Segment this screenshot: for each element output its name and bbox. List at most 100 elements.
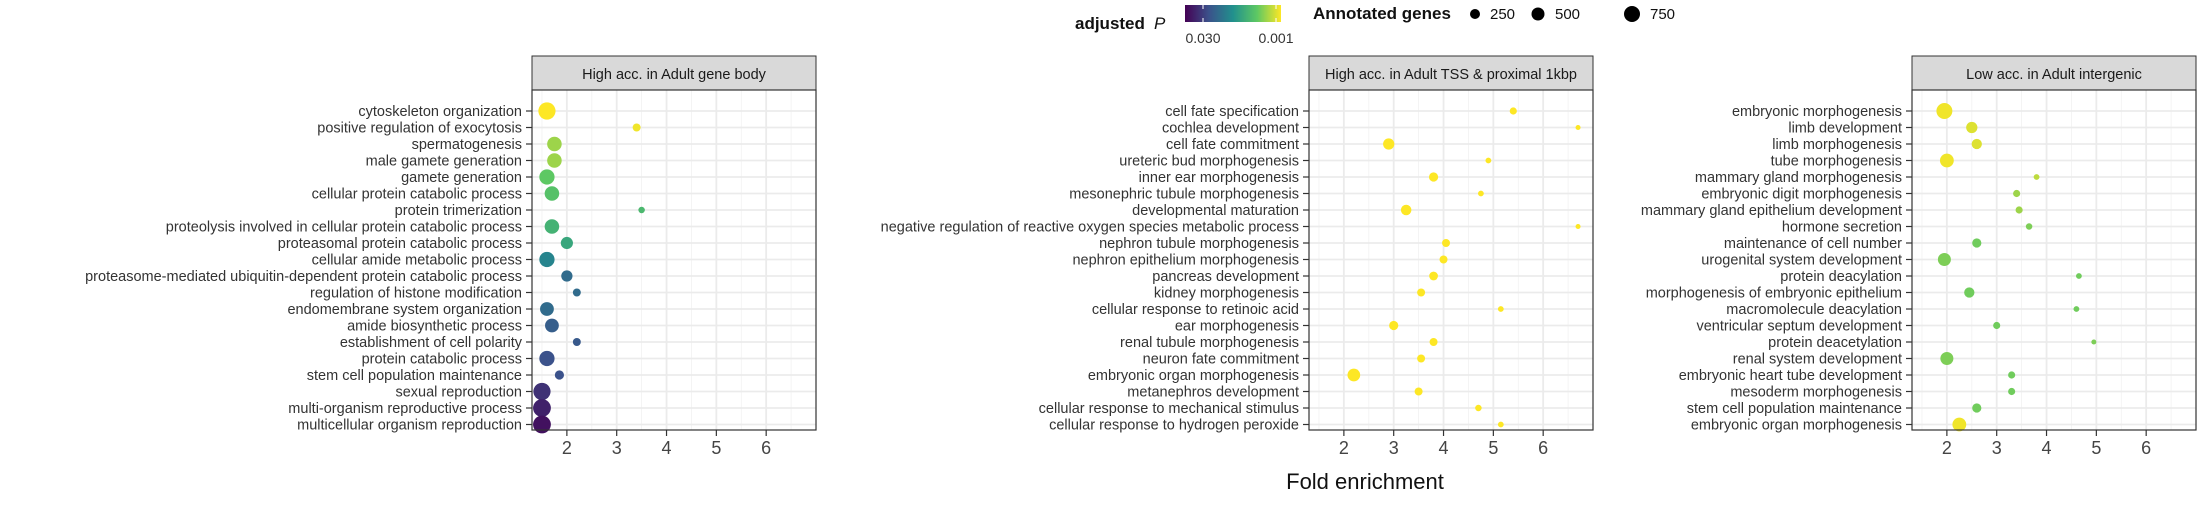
y-tick-label: proteolysis involved in cellular protein… xyxy=(166,220,522,236)
x-tick-label: 3 xyxy=(612,438,622,458)
y-tick-label: embryonic organ morphogenesis xyxy=(1691,418,1902,434)
y-tick-label: negative regulation of reactive oxygen s… xyxy=(881,220,1299,236)
size-legend-dot-3 xyxy=(1624,6,1640,22)
y-tick-label: cytoskeleton organization xyxy=(358,104,522,120)
size-legend-dot-2 xyxy=(1531,7,1545,21)
data-point-3-14 xyxy=(1993,321,2001,330)
size-legend-label-2: 500 xyxy=(1555,6,1580,23)
y-tick-label: proteasomal protein catabolic process xyxy=(278,236,522,252)
y-tick-label: protein catabolic process xyxy=(362,352,522,368)
data-point-3-16 xyxy=(1940,351,1954,366)
data-point-1-17 xyxy=(554,370,565,380)
y-tick-label: embryonic digit morphogenesis xyxy=(1701,187,1902,203)
data-point-3-9 xyxy=(1972,238,1982,248)
data-point-1-20 xyxy=(533,415,551,434)
x-tick-label: 4 xyxy=(662,438,672,458)
y-tick-label: sexual reproduction xyxy=(395,385,522,401)
y-tick-label: protein trimerization xyxy=(395,203,522,219)
y-tick-label: proteasome-mediated ubiquitin-dependent … xyxy=(85,269,522,285)
data-point-2-15 xyxy=(1429,338,1438,346)
y-tick-label: embryonic morphogenesis xyxy=(1732,104,1902,120)
y-tick-label: pancreas development xyxy=(1152,269,1299,285)
y-tick-label: cellular amide metabolic process xyxy=(312,253,522,269)
data-point-2-7 xyxy=(1400,204,1412,216)
y-tick-label: cellular response to mechanical stimulus xyxy=(1039,401,1299,417)
x-tick-label: 3 xyxy=(1992,438,2002,458)
data-point-3-12 xyxy=(1964,287,1975,298)
panel-border-3 xyxy=(1911,89,2197,431)
color-legend: adjusted P 0.030 0.001 xyxy=(1075,5,1294,46)
data-point-3-11 xyxy=(2076,273,2082,279)
y-tick-label: embryonic heart tube development xyxy=(1679,368,1902,384)
data-point-3-7 xyxy=(2015,206,2023,214)
color-legend-bar xyxy=(1185,5,1281,22)
facet-panels: High acc. in Adult gene body cytoskeleton… xyxy=(85,55,2197,458)
data-point-1-8 xyxy=(544,219,560,234)
data-point-2-17 xyxy=(1347,368,1361,382)
y-tick-label: renal system development xyxy=(1733,352,1902,368)
data-point-3-5 xyxy=(2033,174,2040,180)
facet-panel-3: Low acc. in Adult intergenic embryonic mo… xyxy=(1641,55,2197,458)
x-tick-label: 6 xyxy=(761,438,771,458)
y-tick-label: ventricular septum development xyxy=(1696,319,1902,335)
data-point-2-1 xyxy=(1509,107,1517,115)
facet-title-3: Low acc. in Adult intergenic xyxy=(1966,67,2142,83)
y-tick-label: male gamete generation xyxy=(366,154,522,170)
x-tick-label: 6 xyxy=(1538,438,1548,458)
y-tick-label: maintenance of cell number xyxy=(1724,236,1902,252)
y-tick-label: ureteric bud morphogenesis xyxy=(1119,154,1299,170)
data-point-2-11 xyxy=(1429,271,1438,281)
color-legend-high-label: 0.001 xyxy=(1258,30,1293,46)
data-point-2-14 xyxy=(1389,320,1399,331)
y-tick-label: endomembrane system organization xyxy=(287,302,522,318)
x-tick-label: 4 xyxy=(1439,438,1449,458)
y-tick-label: establishment of cell polarity xyxy=(340,335,523,351)
x-tick-label: 5 xyxy=(711,438,721,458)
y-tick-label: metanephros development xyxy=(1127,385,1299,401)
y-tick-label: cell fate specification xyxy=(1165,104,1299,120)
y-tick-label: nephron tubule morphogenesis xyxy=(1099,236,1299,252)
size-legend-title: Annotated genes xyxy=(1313,4,1451,23)
y-tick-label: urogenital system development xyxy=(1701,253,1902,269)
y-tick-label: gamete generation xyxy=(401,170,522,186)
data-point-1-9 xyxy=(560,236,573,250)
y-tick-label: stem cell population maintenance xyxy=(307,368,522,384)
data-point-2-20 xyxy=(1497,421,1504,428)
data-point-1-18 xyxy=(533,382,551,401)
y-tick-label: developmental maturation xyxy=(1132,203,1299,219)
y-tick-label: mesoderm morphogenesis xyxy=(1730,385,1902,401)
data-point-2-13 xyxy=(1497,306,1504,312)
data-point-2-6 xyxy=(1477,190,1484,197)
data-point-3-1 xyxy=(1936,103,1953,119)
data-point-3-18 xyxy=(2008,387,2016,396)
data-point-2-12 xyxy=(1417,288,1426,297)
size-legend-label-1: 250 xyxy=(1490,6,1515,23)
panel-border-1 xyxy=(531,89,817,431)
data-point-1-15 xyxy=(572,338,581,346)
y-tick-label: cell fate commitment xyxy=(1166,137,1299,153)
data-point-1-14 xyxy=(545,318,559,333)
y-tick-label: limb morphogenesis xyxy=(1772,137,1902,153)
data-point-2-2 xyxy=(1575,124,1581,131)
x-tick-label: 2 xyxy=(562,438,572,458)
data-point-3-10 xyxy=(1937,252,1951,267)
data-point-1-3 xyxy=(547,136,562,152)
color-legend-title: adjusted xyxy=(1075,14,1145,33)
facet-strip-3 xyxy=(1911,55,2197,91)
data-point-3-6 xyxy=(2013,189,2021,198)
data-point-3-3 xyxy=(1971,138,1982,150)
y-tick-label: mammary gland epithelium development xyxy=(1641,203,1902,219)
facet-title-2: High acc. in Adult TSS & proximal 1kbp xyxy=(1325,67,1577,83)
data-point-2-18 xyxy=(1414,387,1423,396)
y-tick-label: regulation of histone modification xyxy=(310,286,522,302)
data-point-3-8 xyxy=(2025,223,2033,230)
y-tick-label: mesonephric tubule morphogenesis xyxy=(1069,187,1299,203)
y-tick-label: cellular response to hydrogen peroxide xyxy=(1049,418,1299,434)
data-point-2-3 xyxy=(1383,138,1395,150)
y-tick-label: multicellular organism reproduction xyxy=(297,418,522,434)
data-point-2-9 xyxy=(1442,239,1451,247)
y-tick-label: mammary gland morphogenesis xyxy=(1695,170,1902,186)
data-point-1-19 xyxy=(533,399,551,417)
x-tick-label: 5 xyxy=(2091,438,2101,458)
